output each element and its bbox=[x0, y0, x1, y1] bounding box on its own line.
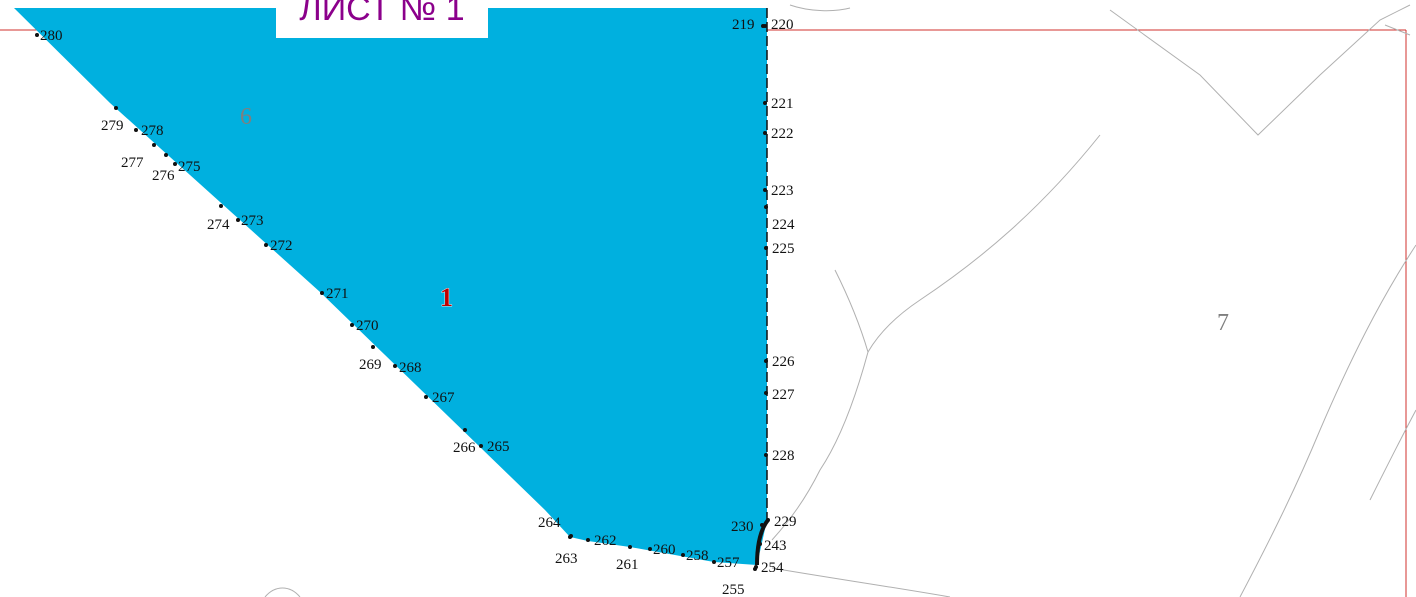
point-label-265: 265 bbox=[487, 439, 510, 455]
boundary-point-258 bbox=[681, 553, 685, 557]
point-label-221: 221 bbox=[771, 96, 794, 112]
point-label-258: 258 bbox=[686, 548, 709, 564]
boundary-point-275 bbox=[173, 162, 177, 166]
point-label-269: 269 bbox=[359, 357, 382, 373]
point-label-272: 272 bbox=[270, 238, 293, 254]
boundary-point-279 bbox=[114, 106, 118, 110]
point-label-275: 275 bbox=[178, 159, 201, 175]
point-label-255: 255 bbox=[722, 582, 745, 597]
boundary-point-225 bbox=[764, 246, 768, 250]
point-label-230: 230 bbox=[731, 519, 754, 535]
point-label-271: 271 bbox=[326, 286, 349, 302]
terrain-lines bbox=[264, 4, 1416, 597]
boundary-point-221 bbox=[763, 101, 767, 105]
boundary-point-265 bbox=[479, 444, 483, 448]
point-label-273: 273 bbox=[241, 213, 264, 229]
point-label-228: 228 bbox=[772, 448, 795, 464]
point-label-223: 223 bbox=[771, 183, 794, 199]
point-label-264: 264 bbox=[538, 515, 561, 531]
boundary-point-273 bbox=[236, 218, 240, 222]
boundary-point-262 bbox=[586, 538, 590, 542]
parcel-1 bbox=[14, 8, 767, 565]
boundary-point-228 bbox=[764, 453, 768, 457]
point-label-274: 274 bbox=[207, 217, 230, 233]
parcel-label-7: 7 bbox=[1217, 310, 1229, 336]
point-label-220: 220 bbox=[771, 17, 794, 33]
point-label-267: 267 bbox=[432, 390, 455, 406]
boundary-point-257 bbox=[712, 560, 716, 564]
boundary-point-271 bbox=[320, 291, 324, 295]
point-label-263: 263 bbox=[555, 551, 578, 567]
boundary-point-267 bbox=[424, 395, 428, 399]
boundary-point-277 bbox=[152, 143, 156, 147]
point-label-276: 276 bbox=[152, 168, 175, 184]
point-label-278: 278 bbox=[141, 123, 164, 139]
point-label-261: 261 bbox=[616, 557, 639, 573]
point-label-227: 227 bbox=[772, 387, 795, 403]
point-label-225: 225 bbox=[772, 241, 795, 257]
boundary-point-278 bbox=[134, 128, 138, 132]
boundary-points: 219 220 221 222 223 224 225 226 227 228 229 230 243 2… bbox=[35, 17, 797, 597]
boundary-point-272 bbox=[264, 243, 268, 247]
point-label-229: 229 bbox=[774, 514, 797, 530]
boundary-point-255 bbox=[753, 567, 757, 571]
sheet-title: ЛИСТ № 1 bbox=[276, 0, 488, 38]
boundary-point-270 bbox=[350, 323, 354, 327]
boundary-point-222 bbox=[763, 131, 767, 135]
point-label-260: 260 bbox=[653, 542, 676, 558]
boundary-point-266 bbox=[463, 428, 467, 432]
point-label-268: 268 bbox=[399, 360, 422, 376]
point-label-254: 254 bbox=[761, 560, 784, 576]
boundary-point-229 bbox=[766, 518, 770, 522]
boundary-point-230 bbox=[760, 523, 764, 527]
boundary-point-269 bbox=[371, 345, 375, 349]
boundary-point-264 bbox=[569, 534, 573, 538]
point-label-219: 219 bbox=[732, 17, 755, 33]
boundary-point-276 bbox=[164, 153, 168, 157]
point-label-257: 257 bbox=[717, 555, 740, 571]
point-label-279: 279 bbox=[101, 118, 124, 134]
boundary-point-274 bbox=[219, 204, 223, 208]
boundary-point-243 bbox=[758, 542, 762, 546]
point-label-277: 277 bbox=[121, 155, 144, 171]
point-label-226: 226 bbox=[772, 354, 795, 370]
boundary-point-226 bbox=[764, 359, 768, 363]
boundary-arc bbox=[755, 518, 770, 566]
point-label-262: 262 bbox=[594, 533, 617, 549]
parcel-label-6: 6 bbox=[240, 104, 252, 130]
point-label-270: 270 bbox=[356, 318, 379, 334]
boundary-point-280 bbox=[35, 33, 39, 37]
boundary-point-268 bbox=[393, 364, 397, 368]
point-label-224: 224 bbox=[772, 217, 795, 233]
boundary-point-261 bbox=[628, 545, 632, 549]
boundary-point-224 bbox=[764, 205, 768, 209]
parcel-label-1: 1 bbox=[440, 283, 453, 312]
boundary-point-223 bbox=[763, 188, 767, 192]
point-label-266: 266 bbox=[453, 440, 476, 456]
point-label-280: 280 bbox=[40, 28, 63, 44]
boundary-point-220 bbox=[763, 24, 767, 28]
boundary-point-260 bbox=[648, 547, 652, 551]
point-label-222: 222 bbox=[771, 126, 794, 142]
point-label-243: 243 bbox=[764, 538, 787, 554]
boundary-point-227 bbox=[764, 391, 768, 395]
